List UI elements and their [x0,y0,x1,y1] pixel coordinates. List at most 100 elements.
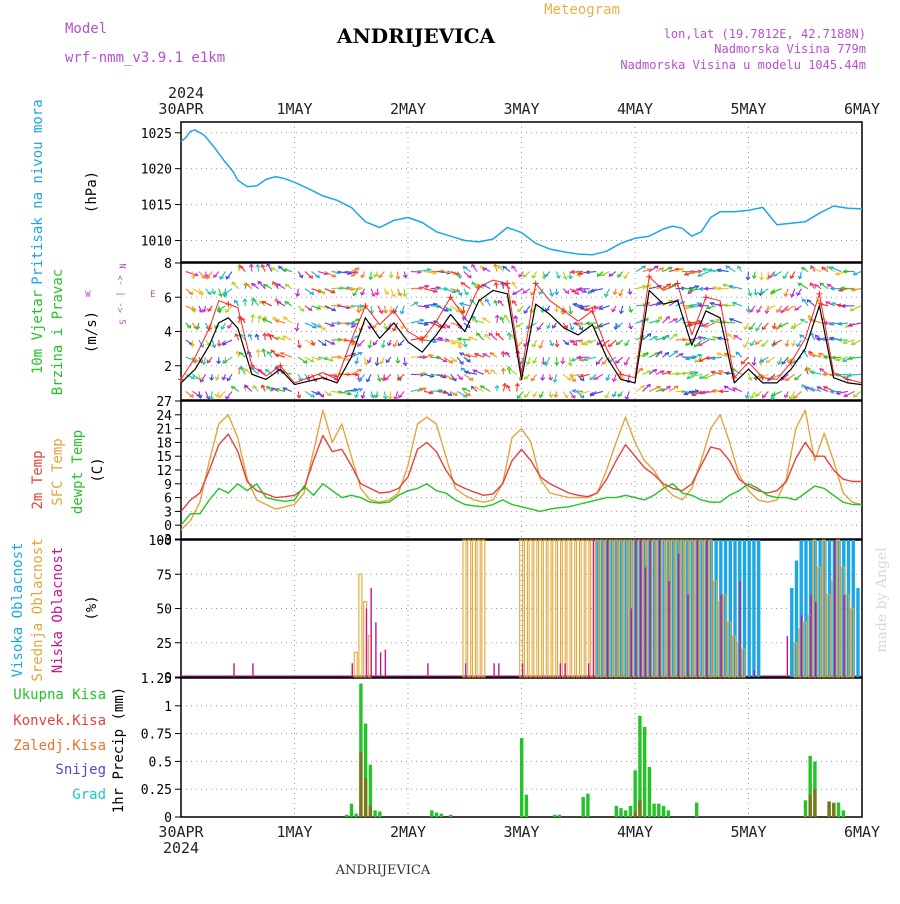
x-tick-label-top: 5MAY [730,100,766,118]
compass-arrows: <- | -> [116,274,126,313]
cloud-ylabel-mid: Srednja Oblacnost [30,538,46,681]
pressure-tick-label: 1025 [141,127,172,142]
legend-snow: Snijeg [55,762,106,778]
precip-total-bar [657,804,660,817]
precip-convective-bar [369,806,372,817]
precip-total-bar [662,806,665,817]
temperature-tick-label: 24 [156,409,172,424]
cloud-low-bar [252,663,253,677]
temperature-tick-label: 6 [164,492,172,507]
cloud-mid-bar [524,540,527,677]
clouds-tick-label: 100 [149,534,172,549]
wind-arrow [461,283,470,289]
temperature-tick-label: 3 [164,505,172,520]
precip-ylabel: 1hr Precip (mm) [111,687,127,813]
clouds-tick-label: 50 [156,603,172,618]
cloud-low-bar [593,540,594,677]
cloud-low-bar [498,663,499,677]
cloud-low-bar [233,663,234,677]
precip-tick-label: 0.75 [141,728,172,743]
precip-total-bar [449,815,452,817]
cloud-mid-bar [482,540,485,677]
cloud-mid-bar [586,540,589,677]
cloud-unit: (%) [84,595,100,620]
wind-gust-marker [703,294,709,300]
pressure-tick-label: 1010 [141,234,172,249]
precip-total-bar [373,810,376,817]
cloud-low-bar [787,636,788,677]
pressure-unit: (hPa) [84,171,100,213]
cloud-low-bar [645,567,646,677]
coords-text: lon,lat (19.7812E, 42.7188N) [664,27,866,41]
model-elevation-text: Nadmorska Visina u modelu 1045.44m [620,58,866,72]
cloud-mid-bar [529,540,532,677]
cloud-ylabel-low: Niska Oblacnost [50,547,66,673]
cloud-low-bar [560,663,561,677]
cloud-low-bar [720,595,721,677]
temp-ylabel-sfc: SFC Temp [50,438,66,505]
temp-ylabel-t2m: 2m Temp [30,450,46,509]
cloud-low-bar [493,663,494,677]
precip-total-bar [553,815,556,817]
wind-gust-marker [448,294,454,300]
cloud-low-bar [640,540,641,677]
precip-convective-bar [813,789,816,817]
precip-total-bar [643,727,646,817]
cloud-high-bar [752,540,755,677]
cloud-mid-bar [576,540,579,677]
wind-arrow-field [186,264,861,400]
compass-n: N [119,263,129,268]
temperature-tick-label: 15 [156,450,172,465]
wind-ylabel-2: Brzina i Pravac [50,269,66,395]
precip-total-bar [804,800,807,817]
precip-legend: Ukupna Kisa Konvek.Kisa Zaledj.Kisa Snij… [13,687,106,803]
cloud-low-bar [815,602,816,677]
pressure-panel: 1010 1015 1020 1025 [141,122,862,262]
plot-layer: 10101015102010252468-3036912151821242702… [141,100,880,841]
cloud-mid-bar [562,540,565,677]
legend-frozen: Zaledj.Kisa [13,738,106,754]
cloud-low-bar [649,540,650,677]
cloud-low-bar [754,670,755,677]
wind-arrow [669,351,677,357]
cloud-low-bar [370,588,371,677]
temperature-tick-label: 0 [164,519,172,534]
cloud-mid-bar [558,540,561,677]
precip-total-bar [634,770,637,817]
cloud-mid-bar [477,540,480,677]
cloud-mid-bar [572,540,575,677]
precip-total-bar [581,797,584,817]
watermark: made by Angel [874,547,890,653]
precip-total-bar [619,808,622,817]
cloud-low-bar [810,595,811,677]
precip-total-bar [624,810,627,817]
precip-total-bar [440,814,443,817]
cloud-high-bar [757,540,760,677]
precip-total-bar [520,738,523,817]
precip-convective-bar [638,800,641,817]
pressure-tick-label: 1020 [141,163,172,178]
cloud-low-bar [385,650,386,677]
compass-s: S [119,319,129,324]
x-tick-label-top: 3MAY [503,100,539,118]
precip-total-bar [350,804,353,817]
cloud-mid-bar [534,540,537,677]
x-tick-label-top: 2MAY [390,100,426,118]
clouds-tick-label: 25 [156,637,172,652]
cloud-ylabel-high: Visoka Oblacnost [10,543,26,678]
precip-convective-bar [364,778,367,817]
legend-hail: Grad [72,787,106,803]
wind-gust-marker [225,301,231,307]
pressure-tick-label: 1015 [141,199,172,214]
x-tick-label-top: 30APR [158,100,204,118]
temp-ylabel-dew: dewpt Temp [70,430,86,514]
wind-gust-marker [306,375,312,381]
cloud-low-bar [801,615,802,677]
temperature-tick-label: 9 [164,478,172,493]
wind-ylabel-1: 10m Vjetar [30,290,46,374]
cloud-low-bar [607,540,608,677]
x-tick-label-bottom: 4MAY [617,823,653,841]
cloud-low-bar [366,609,367,678]
x-tick-label-bottom: 3MAY [503,823,539,841]
